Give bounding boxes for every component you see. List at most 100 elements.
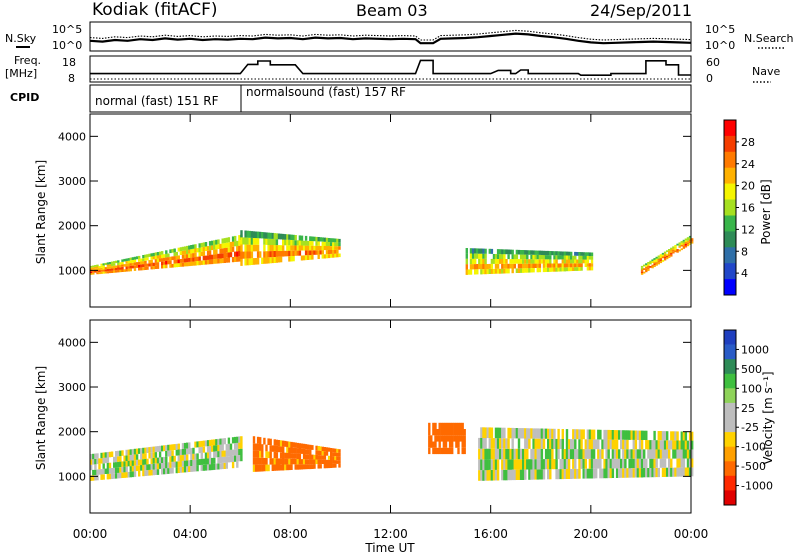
power-cell [670,253,673,255]
velocity-cell [125,461,128,467]
power-cell [104,271,107,274]
velocity-cell [152,469,155,476]
power-cell [565,267,569,272]
power-cell [290,234,293,240]
power-cell [465,248,468,254]
velocity-cell [223,462,226,469]
power-cell [480,264,483,270]
velocity-cell [640,449,644,459]
x-axis-label: Time UT [364,541,415,554]
velocity-cell [666,449,669,459]
velocity-cell [213,451,216,458]
power-cell [183,254,187,259]
power-cell [484,269,487,275]
velocity-cell [317,446,320,451]
power-cell [213,249,216,255]
velocity-cell [190,454,193,460]
power-cell [672,248,675,250]
power-cell [121,259,124,262]
velocity-cell [275,445,279,453]
velocity-cell [499,427,502,439]
power-cell [691,240,694,242]
velocity-cell [92,459,95,465]
velocity-cell [94,469,97,476]
power-cell [225,257,228,263]
velocity-cell [256,450,260,458]
power-cell [666,253,669,256]
power-cell [138,264,141,268]
velocity-cell [540,448,544,460]
velocity-cell [530,428,533,439]
power-cell [108,266,112,269]
power-cell [146,266,149,270]
velocity-cell [206,452,210,459]
velocity-cell [279,458,283,465]
power-cell [551,267,554,272]
power-cell [183,262,187,267]
velocity-cell [215,445,218,452]
velocity-cell [119,472,122,479]
power-cell [309,236,312,241]
velocity-cell [534,448,537,460]
velocity-cell [307,464,310,470]
velocity-cell [261,451,264,458]
velocity-cell [219,450,222,457]
velocity-cell [691,449,694,459]
velocity-cell [688,467,692,477]
velocity-cell [638,458,642,469]
power-cell [225,242,228,248]
power-cell [227,252,231,258]
power-cell [534,259,537,264]
power-cell [217,253,220,259]
velocity-cell [590,429,594,440]
velocity-cell [204,464,208,471]
power-cell [250,237,254,245]
velocity-cell [446,422,450,430]
velocity-cell [217,451,220,458]
velocity-cell [688,431,692,441]
velocity-cell [567,439,571,450]
power-cell [252,244,256,252]
velocity-cell [647,468,650,478]
power-cell [246,251,249,259]
power-cell [98,272,101,275]
power-cell [200,247,203,252]
power-cell [219,253,222,259]
power-cell [534,250,537,255]
velocity-cell [511,459,514,470]
velocity-cell [478,437,481,449]
velocity-cell [674,431,677,441]
velocity-cell [680,440,683,450]
power-cell [125,266,128,269]
velocity-cell [674,467,677,477]
velocity-cell [609,468,612,479]
velocity-cell [624,458,627,469]
velocity-cell [524,448,527,460]
power-cell [688,243,692,245]
velocity-cell [150,458,153,464]
velocity-cell [459,429,462,436]
velocity-cell [511,469,514,481]
velocity-cell [167,444,170,451]
velocity-cell [670,431,673,441]
velocity-cell [152,446,155,453]
power-cell [542,263,546,268]
velocity-cell [183,448,187,455]
velocity-cell [186,466,189,473]
velocity-cell [517,438,521,449]
power-cell [221,238,224,244]
velocity-cell [624,430,627,440]
velocity-cell [451,422,454,430]
power-cell [486,264,489,270]
velocity-cell [142,453,145,460]
velocity-cell [620,458,623,469]
power-cell [484,258,487,264]
velocity-colorbar-frame [723,329,737,506]
power-cell [471,248,475,254]
velocity-cell [522,469,525,480]
power-cell [181,258,185,263]
power-cell [572,255,575,260]
velocity-cell [492,448,496,460]
power-cell [98,268,101,271]
velocity-cell [113,473,116,479]
